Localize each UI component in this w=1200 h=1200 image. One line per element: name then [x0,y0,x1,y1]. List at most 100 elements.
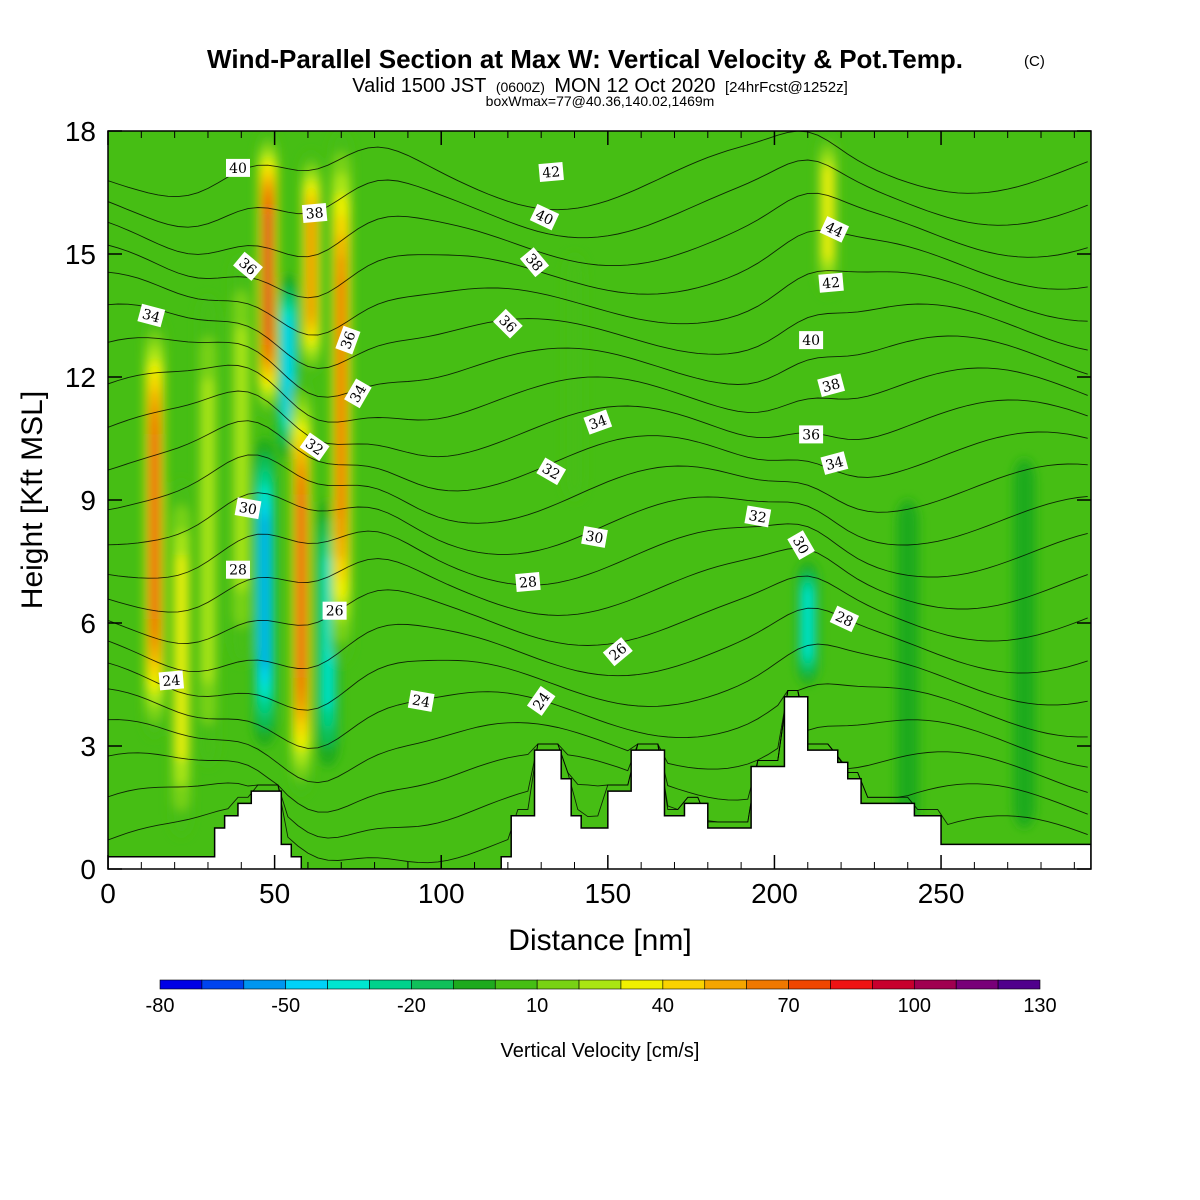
contour-label: 34 [820,451,849,475]
isentrope-line [108,390,1088,458]
colorbar-segment [243,979,287,990]
box-wmax-info: boxWmax=77@40.36,140.02,1469m [486,93,715,109]
contour-label-box [335,325,361,355]
contour-label-text: 40 [229,161,247,177]
colorbar-segment [830,979,873,990]
contour-label-text: 30 [789,534,812,557]
isentrope-line [108,131,1088,211]
contour-label-box [407,689,435,712]
contour-label: 34 [583,409,613,435]
y-axis-label: Height [Kft MSL] [16,391,49,609]
velocity-cell [823,165,833,261]
isentrope-line [108,643,1088,711]
contour-label-box [787,530,815,560]
colorbar-segment [494,979,538,990]
contour-label-text: 40 [802,333,820,349]
contour-label: 30 [234,497,262,520]
velocity-cell [299,494,304,679]
isentrope-line [108,547,1088,616]
contour-label-box [519,247,550,278]
contour-label-text: 30 [238,500,258,519]
contour-label: 36 [335,325,361,355]
contour-label-box [515,571,541,593]
contour-label: 28 [515,571,541,593]
isentrope-line [108,690,1088,813]
contour-label-box [583,409,613,435]
colorbar-segment [955,979,999,990]
colorbar-segment [997,979,1041,990]
contour-label-box [799,425,824,444]
velocity-cell [284,317,292,416]
valid-prefix: Valid 1500 JST [352,75,486,97]
contour-label: 24 [158,670,185,691]
colorbar-segment [536,979,580,990]
velocity-cell [308,210,315,318]
velocity-cell [265,213,270,336]
x-tick-label: 0 [100,878,116,909]
contour-label-box [226,560,250,579]
isentrope-line [108,683,1088,749]
isentrope-line [108,575,1088,646]
valid-date: MON 12 Oct 2020 [554,75,715,97]
contour-label: 28 [226,560,250,579]
contour-label: 40 [799,331,824,350]
contour-label-text: 36 [338,329,359,351]
contour-label-text: 28 [229,563,247,579]
contour-label-box [744,505,772,528]
contour-label: 34 [344,378,372,409]
x-axis: 0 50 100 150 200 250 [100,131,1075,909]
contour-label-text: 34 [140,306,161,326]
isentrope-line [108,335,1088,398]
contour-label: 40 [226,158,250,177]
colorbar-tick-label: 70 [777,995,799,1017]
y-tick-label: 18 [65,116,96,147]
valid-time-line: Valid 1500 JST (0600Z) MON 12 Oct 2020 [… [352,75,848,97]
contour-label: 26 [322,601,347,620]
contour-label-text: 44 [823,219,846,241]
contour-label-text: 40 [533,207,556,229]
colorbar-segment [327,979,370,990]
colorbar-label: Vertical Velocity [cm/s] [501,1040,700,1062]
contour-label: 32 [536,457,567,486]
contour-label: 30 [787,530,815,560]
contour-label-box [538,161,564,183]
contour-label-text: 34 [824,454,845,474]
velocity-cell [338,276,344,519]
colorbar-segment [788,979,831,990]
contour-label-text: 28 [833,609,856,631]
isentrope-line [108,364,1088,423]
colorbar-segment [704,979,747,990]
colorbar-tick-label: 130 [1023,995,1056,1017]
copyright-mark: (C) [1024,53,1045,70]
x-axis-label: Distance [nm] [508,924,691,957]
contour-label-text: 34 [587,412,609,433]
contour-label-text: 36 [802,427,820,443]
colorbar-segment [285,979,328,990]
contour-label: 36 [799,425,824,444]
velocity-cell [176,554,186,762]
colorbar-tick-label: 40 [652,995,674,1017]
isentrope-line [108,229,1088,299]
isentrope-line [108,523,1088,586]
contour-label-text: 26 [326,604,344,620]
contour-label-box [581,525,608,548]
contour-label: 44 [819,216,850,243]
colorbar-tick-label: 100 [898,995,931,1017]
contour-label-box [226,158,250,177]
x-tick-label: 150 [584,878,631,909]
y-tick-label: 6 [80,608,96,639]
colorbar-segment [453,979,496,990]
y-tick-label: 9 [80,485,96,516]
contour-label-box [344,378,372,409]
x-tick-label: 200 [751,878,798,909]
colorbar-segment [913,979,957,990]
contour-label-text: 42 [822,275,841,292]
contour-label-box [818,272,844,293]
colorbar-tick-label: -80 [146,995,175,1017]
forecast-info: [24hrFcst@1252z] [725,79,848,96]
colorbar-tick-label: 10 [526,995,548,1017]
colorbar-tick-label: -20 [397,995,426,1017]
